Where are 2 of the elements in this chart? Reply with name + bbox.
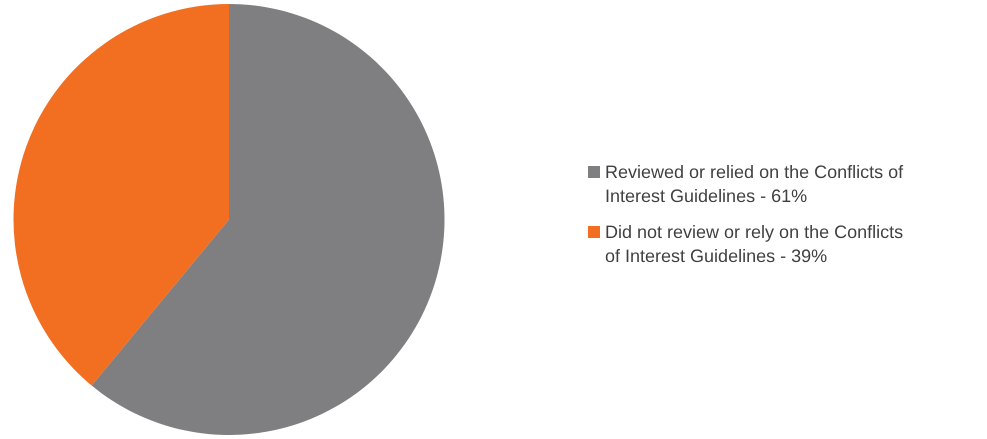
legend-label: Reviewed or relied on the Conflicts of Interest Guidelines - 61% [605, 160, 904, 208]
legend-label: Did not review or rely on the Conflicts of Interest Guidelines - 39% [605, 220, 904, 268]
